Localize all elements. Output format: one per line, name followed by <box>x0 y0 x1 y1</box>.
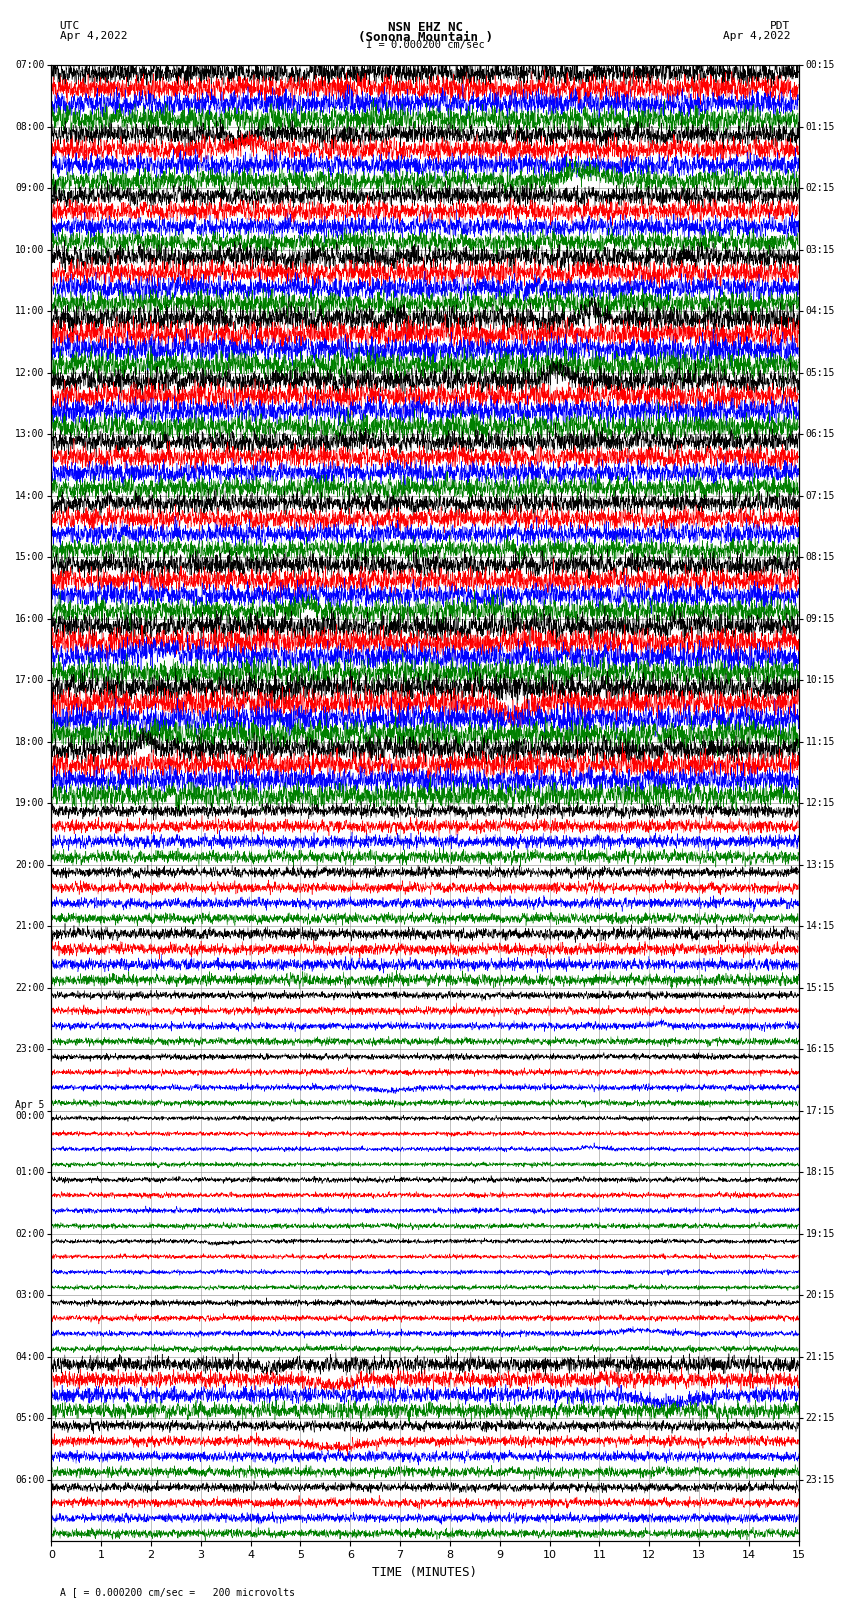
X-axis label: TIME (MINUTES): TIME (MINUTES) <box>372 1566 478 1579</box>
Text: Apr 4,2022: Apr 4,2022 <box>60 31 127 40</box>
Text: (Sonona Mountain ): (Sonona Mountain ) <box>358 31 492 44</box>
Text: PDT: PDT <box>770 21 790 31</box>
Text: A [ = 0.000200 cm/sec =   200 microvolts: A [ = 0.000200 cm/sec = 200 microvolts <box>60 1587 294 1597</box>
Text: Apr 4,2022: Apr 4,2022 <box>723 31 791 40</box>
Text: UTC: UTC <box>60 21 80 31</box>
Text: NSN EHZ NC: NSN EHZ NC <box>388 21 462 34</box>
Text: I = 0.000200 cm/sec: I = 0.000200 cm/sec <box>366 40 484 50</box>
